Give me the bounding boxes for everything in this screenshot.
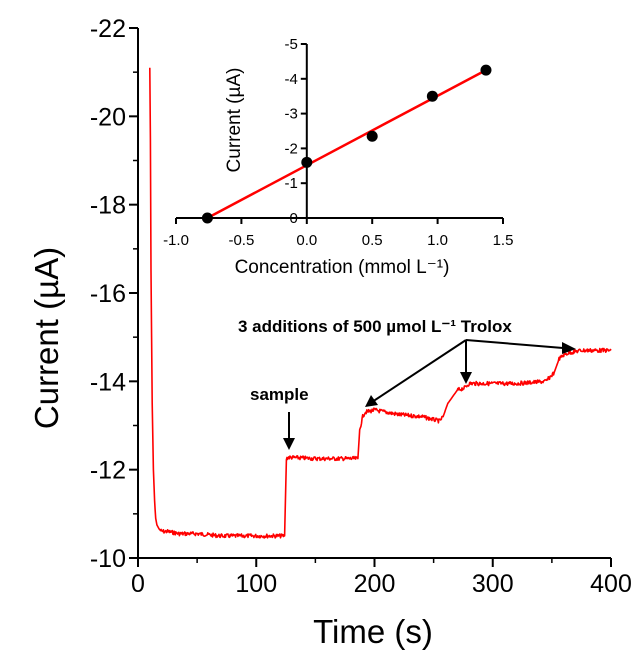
inset-x-tick-label: 0.5: [362, 232, 383, 249]
trolox-additions-annotation: 3 additions of 500 µmol L⁻¹ Trolox: [238, 317, 512, 336]
inset-x-tick-label: 1.5: [493, 232, 514, 249]
inset-data-point: [301, 156, 313, 168]
inset-fit-line: [206, 68, 487, 220]
inset-y-tick-label: -3: [284, 106, 297, 123]
inset-x-tick-label: -0.5: [228, 232, 254, 249]
inset-data-point: [366, 130, 378, 142]
inset-data-point: [480, 64, 492, 76]
inset-calibration-plot: 0 -1 -2 -3 -4 -5 -1.0 -0.5 0.0 0.5 1.0 1.5 Current …: [163, 36, 513, 278]
main-x-tick-label: 200: [354, 570, 396, 598]
inset-x-tick-label: -1.0: [163, 232, 189, 249]
inset-y-tick-label: -4: [284, 71, 297, 88]
inset-x-axis-title: Concentration (mmol L⁻¹): [235, 257, 450, 278]
inset-y-axis-title: Current (µA): [224, 68, 245, 173]
main-y-tick-label: -10: [90, 545, 126, 573]
inset-data-point: [201, 212, 213, 224]
main-x-tick-label: 400: [590, 570, 632, 598]
current-trace: [149, 67, 612, 539]
main-y-tick-label: -20: [90, 103, 126, 131]
inset-x-tick-label: 1.0: [427, 232, 448, 249]
inset-y-tick-label: 0: [289, 210, 297, 227]
inset-data-points: [201, 64, 492, 224]
main-axis-ticks: -10-12-14-16-18-20-220 100 200 300 400: [90, 15, 632, 598]
main-x-tick-label: 100: [235, 570, 277, 598]
main-y-tick-label: -18: [90, 192, 126, 220]
inset-y-tick-label: -1: [284, 175, 297, 192]
inset-y-tick-label: -5: [284, 36, 297, 53]
main-y-axis-title: Current (µA): [28, 247, 65, 429]
sample-annotation: sample: [250, 385, 309, 404]
main-x-tick-label: 0: [131, 570, 145, 598]
main-y-tick-label: -12: [90, 457, 126, 485]
inset-data-point: [426, 90, 438, 102]
main-x-tick-label: 300: [472, 570, 514, 598]
inset-axis-ticks: 0 -1 -2 -3 -4 -5 -1.0 -0.5 0.0 0.5 1.0 1.5: [163, 36, 513, 249]
addition-arrows: [365, 339, 576, 407]
main-x-axis-title: Time (s): [313, 613, 433, 650]
main-y-tick-label: -16: [90, 280, 126, 308]
inset-x-tick-label: 0.0: [296, 232, 317, 249]
main-y-tick-label: -14: [90, 368, 126, 396]
sample-arrow: [283, 412, 295, 450]
inset-y-tick-label: -2: [284, 140, 297, 157]
main-y-tick-label: -22: [90, 15, 126, 43]
